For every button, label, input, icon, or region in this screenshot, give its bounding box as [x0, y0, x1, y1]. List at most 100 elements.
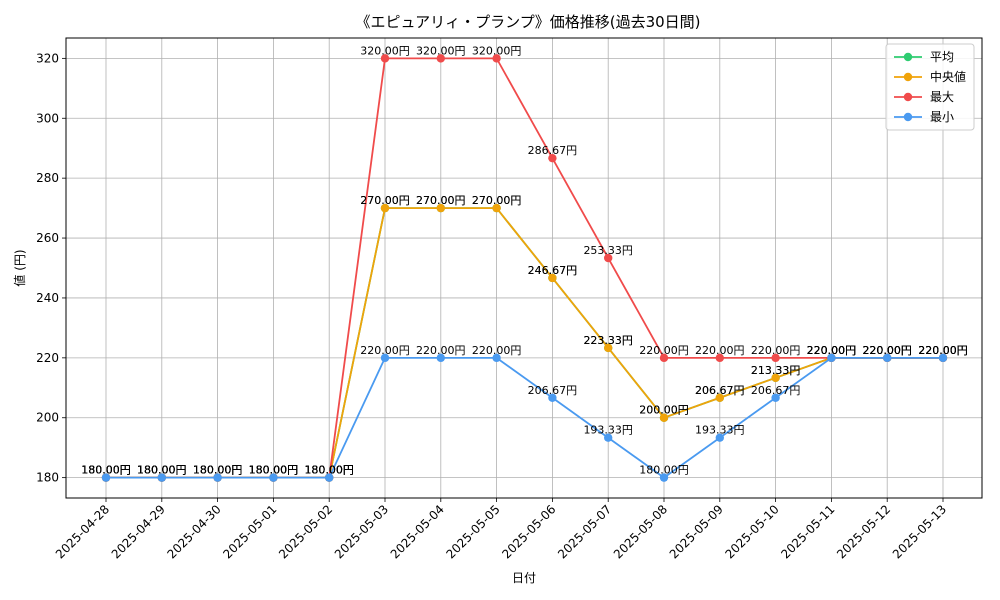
legend-marker	[903, 52, 913, 62]
y-tick-label: 280	[36, 171, 59, 185]
y-tick-label: 240	[36, 291, 59, 305]
legend-label: 中央値	[930, 69, 966, 84]
legend-marker	[903, 92, 913, 102]
data-label: 206.67円	[695, 384, 745, 397]
data-label: 270.00円	[416, 194, 466, 207]
data-point	[492, 353, 501, 363]
data-label: 180.00円	[193, 464, 243, 477]
data-label: 180.00円	[249, 464, 299, 477]
y-tick-label: 220	[36, 351, 59, 365]
data-point	[436, 203, 445, 213]
data-point	[157, 473, 166, 482]
data-point	[436, 353, 445, 363]
data-point	[380, 203, 390, 213]
chart-title: 《エピュアリィ・プランプ》価格推移(過去30日間)	[355, 13, 700, 31]
data-label: 180.00円	[304, 464, 354, 477]
data-point	[604, 253, 613, 263]
data-label: 213.33円	[751, 364, 801, 377]
x-tick-label: 2025-05-05	[444, 502, 503, 561]
data-labels: 180.00円 180.00円 180.00円 180.00円 180.00円 270.0…	[81, 44, 968, 476]
data-label: 253.33円	[583, 244, 633, 257]
data-label: 223.33円	[583, 334, 633, 347]
data-label: 180.00円	[304, 464, 354, 477]
data-label: 180.00円	[193, 464, 243, 477]
data-point	[827, 353, 836, 363]
x-tick-label: 2025-05-12	[834, 502, 893, 561]
x-tick-label: 2025-04-30	[165, 502, 224, 561]
data-label: 206.67円	[751, 384, 801, 397]
x-tick-label: 2025-05-07	[555, 502, 614, 561]
data-label: 180.00円	[639, 464, 689, 477]
data-label: 220.00円	[918, 344, 968, 357]
y-axis-label: 値 (円)	[12, 249, 27, 286]
legend-label: 最小	[930, 110, 954, 124]
data-point	[604, 433, 613, 442]
data-point	[771, 353, 780, 363]
data-point	[436, 54, 445, 63]
x-tick-label: 2025-05-04	[388, 502, 447, 561]
data-label: 220.00円	[807, 344, 857, 357]
data-point	[715, 393, 724, 402]
data-point	[771, 393, 780, 402]
data-label: 220.00円	[639, 344, 689, 357]
data-label: 270.00円	[360, 194, 410, 207]
data-label: 206.67円	[695, 384, 745, 397]
grid-lines	[66, 38, 982, 498]
data-label: 180.00円	[81, 464, 131, 477]
y-tick-label: 180	[36, 471, 59, 485]
data-point	[380, 54, 390, 63]
series-line-3	[106, 356, 943, 479]
data-label: 206.67円	[528, 384, 578, 397]
data-point	[771, 373, 780, 383]
x-tick-label: 2025-04-29	[109, 502, 168, 561]
data-label: 246.67円	[528, 264, 578, 277]
data-point	[659, 353, 669, 363]
x-tick-label: 2025-05-10	[723, 502, 782, 561]
data-label: 200.00円	[639, 404, 689, 417]
x-tick-label: 2025-05-09	[667, 502, 726, 561]
data-label: 220.00円	[862, 344, 912, 357]
y-tick-label: 320	[36, 51, 59, 65]
data-point	[213, 473, 222, 482]
data-point	[659, 473, 669, 482]
data-label: 193.33円	[695, 424, 745, 437]
data-label: 200.00円	[639, 404, 689, 417]
data-label: 286.67円	[528, 144, 578, 157]
data-label: 180.00円	[304, 464, 354, 477]
data-label: 180.00円	[81, 464, 131, 477]
data-point	[492, 54, 501, 63]
data-label: 180.00円	[81, 464, 131, 477]
data-label: 220.00円	[695, 344, 745, 357]
data-point	[548, 153, 557, 163]
axes: 2025-04-282025-04-292025-04-302025-05-01…	[36, 37, 983, 561]
data-label: 320.00円	[472, 44, 522, 57]
data-point	[380, 353, 390, 363]
data-label: 213.33円	[751, 364, 801, 377]
data-label: 193.33円	[583, 424, 633, 437]
legend-marker	[903, 112, 913, 122]
legend-marker	[903, 72, 913, 82]
data-label: 180.00円	[81, 464, 131, 477]
x-tick-label: 2025-04-28	[53, 502, 112, 561]
data-point	[325, 473, 334, 482]
data-label: 220.00円	[918, 344, 968, 357]
data-label: 180.00円	[137, 464, 187, 477]
series-lines	[101, 54, 948, 482]
data-label: 220.00円	[360, 344, 410, 357]
data-point	[883, 353, 892, 363]
data-label: 180.00円	[137, 464, 187, 477]
data-label: 270.00円	[472, 194, 522, 207]
data-label: 220.00円	[416, 344, 466, 357]
x-tick-label: 2025-05-11	[778, 502, 837, 561]
x-tick-label: 2025-05-06	[499, 502, 558, 561]
data-label: 270.00円	[472, 194, 522, 207]
data-label: 223.33円	[583, 334, 633, 347]
x-tick-label: 2025-05-08	[611, 502, 670, 561]
data-label: 270.00円	[360, 194, 410, 207]
data-label: 320.00円	[360, 44, 410, 57]
series-line-2	[106, 57, 943, 479]
legend-box	[885, 43, 975, 131]
